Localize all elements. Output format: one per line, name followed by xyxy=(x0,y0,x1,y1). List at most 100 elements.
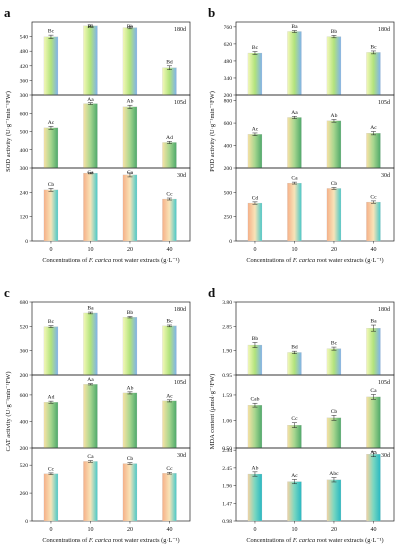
x-axis-label-prefix: Concentrations of xyxy=(42,537,89,544)
bar xyxy=(366,396,381,449)
significance-letter: Bd xyxy=(166,59,173,65)
y-tick-label: 400 xyxy=(20,419,29,425)
y-tick-label: 620 xyxy=(224,42,233,48)
bar xyxy=(162,400,177,449)
x-tick-label: 40 xyxy=(166,527,172,533)
y-tick-label: 760 xyxy=(224,25,233,31)
significance-letter: Ad xyxy=(48,395,55,401)
y-tick-label: 800 xyxy=(224,99,233,105)
significance-letter: Aa xyxy=(87,97,94,103)
subplot-frame xyxy=(235,447,395,522)
y-tick-label: 0.98 xyxy=(222,519,232,525)
bar xyxy=(247,202,263,242)
bar xyxy=(162,198,177,242)
bar xyxy=(122,174,138,242)
chart-panel-d: d MDA content (μmol·g⁻¹FW) 0.95 1.90 2.85 3.8… xyxy=(208,285,395,544)
significance-letter: Ab xyxy=(127,99,134,105)
significance-letter: Ac xyxy=(252,126,259,132)
y-axis-label: SOD activity (U·g⁻¹min⁻¹FW) xyxy=(5,91,12,172)
bar xyxy=(326,188,342,242)
bar xyxy=(247,134,263,169)
bar xyxy=(43,127,59,169)
bar xyxy=(43,189,59,242)
significance-letter: Ac xyxy=(370,125,377,131)
subplot-180d: 0.95 1.90 2.85 3.80 180d Bb Bd Bc Ba xyxy=(222,300,395,379)
bar xyxy=(247,473,263,522)
y-tick-label: 200 xyxy=(20,373,29,379)
y-tick-label: 600 xyxy=(20,111,29,117)
day-label: 30d xyxy=(381,453,390,459)
y-tick-label: 2.85 xyxy=(222,324,232,330)
significance-letter: Ab xyxy=(127,385,134,391)
bar xyxy=(122,392,138,449)
significance-letter: Cb xyxy=(48,182,55,188)
bar xyxy=(247,405,263,449)
bar xyxy=(366,328,381,376)
y-tick-label: 500 xyxy=(224,190,233,196)
y-tick-label: 340 xyxy=(224,76,233,82)
panel-letter: d xyxy=(208,285,216,300)
y-tick-label: 520 xyxy=(20,463,29,469)
y-tick-label: 600 xyxy=(20,393,29,399)
significance-letter: Bd xyxy=(291,345,298,351)
bar xyxy=(287,31,302,96)
y-tick-label: 0 xyxy=(25,519,28,525)
significance-letter: Ac xyxy=(166,393,173,399)
bar xyxy=(366,133,381,169)
x-axis-label-species: F. carica xyxy=(88,537,111,544)
x-axis-label: Concentrations of F. carica root water e… xyxy=(246,537,383,544)
x-tick-label: 0 xyxy=(253,527,256,533)
y-tick-label: 0 xyxy=(229,239,232,245)
subplot-30d: 0 250 500 30d Cd Ca Cb Cc 0 10 20 40 xyxy=(224,167,395,253)
significance-letter: Bc xyxy=(48,319,55,325)
subplot-frame xyxy=(31,447,191,522)
significance-letter: Bb xyxy=(127,24,134,30)
y-tick-label: 1.47 xyxy=(222,501,232,507)
y-tick-label: 200 xyxy=(20,446,29,452)
bar xyxy=(43,326,59,376)
significance-letter: Ab xyxy=(252,465,259,471)
subplot-105d: 0.50 1.06 1.59 105d Cab Cc Cb Ca xyxy=(222,374,395,452)
subplot-105d: 200 400 600 105d Ad Aa Ab Ac xyxy=(20,374,191,452)
x-axis-label: Concentrations of F. carica root water e… xyxy=(42,257,179,264)
significance-letter: Ac xyxy=(291,473,298,479)
y-tick-label: 520 xyxy=(20,324,29,330)
significance-letter: Bc xyxy=(252,45,259,51)
y-tick-label: 680 xyxy=(20,300,29,306)
bar xyxy=(43,402,59,449)
x-axis-label-suffix: root water extracts (g·L⁻¹) xyxy=(111,257,180,264)
bar xyxy=(287,182,302,242)
x-tick-label: 20 xyxy=(331,247,337,253)
y-tick-label: 3.80 xyxy=(222,300,232,306)
x-tick-label: 0 xyxy=(49,247,52,253)
day-label: 180d xyxy=(378,307,390,313)
significance-letter: Bc xyxy=(48,29,55,35)
x-tick-label: 10 xyxy=(87,247,93,253)
significance-letter: Ca xyxy=(127,170,134,176)
y-tick-label: 1.59 xyxy=(222,393,232,399)
bar xyxy=(366,201,381,242)
y-tick-label: 360 xyxy=(20,78,29,84)
significance-letter: Aa xyxy=(87,377,94,383)
x-axis-label-species: F. carica xyxy=(292,257,315,264)
y-tick-label: 300 xyxy=(20,93,29,99)
significance-letter: Bb xyxy=(127,310,134,316)
x-tick-label: 20 xyxy=(127,247,133,253)
significance-letter: Cd xyxy=(252,195,259,201)
y-tick-label: 400 xyxy=(20,148,29,154)
subplot-frame xyxy=(31,167,191,242)
y-axis-label: MDA content (μmol·g⁻¹FW) xyxy=(209,374,216,450)
significance-letter: Cc xyxy=(291,416,298,422)
significance-letter: Ad xyxy=(166,135,173,141)
bar xyxy=(247,52,263,96)
subplot-frame xyxy=(235,167,395,242)
bar xyxy=(162,473,177,522)
y-tick-label: 260 xyxy=(20,491,29,497)
significance-letter: Aa xyxy=(370,450,377,456)
day-label: 180d xyxy=(378,27,390,33)
bar xyxy=(287,425,302,449)
bar xyxy=(83,312,98,376)
x-tick-label: 20 xyxy=(127,527,133,533)
significance-letter: Ba xyxy=(291,24,298,30)
subplot-105d: 200 400 600 800 105d Ac Aa Ab Ac xyxy=(224,94,395,172)
